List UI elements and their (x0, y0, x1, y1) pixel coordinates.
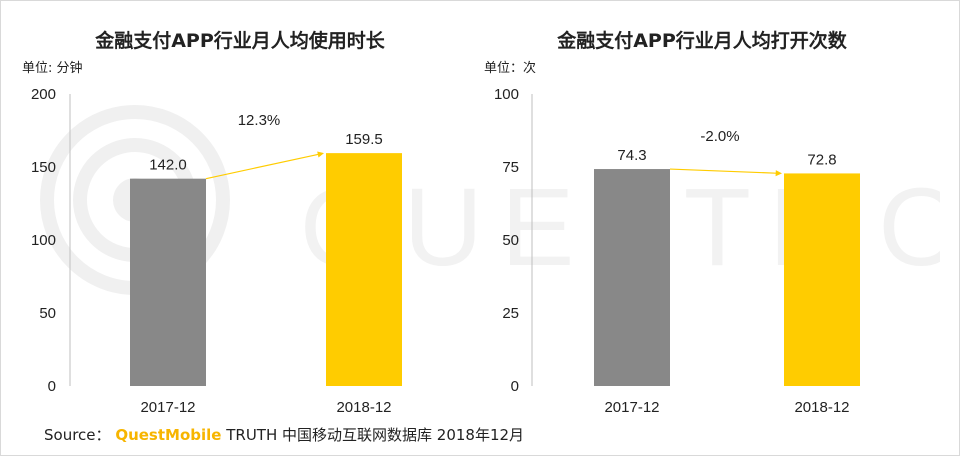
source-prefix: Source： (44, 426, 111, 444)
data-label: 142.0 (149, 157, 187, 174)
source-note: Source： QuestMobile TRUTH 中国移动互联网数据库 201… (44, 424, 524, 445)
bar-2017-12 (594, 169, 670, 386)
unit-label: 单位：次 (484, 60, 536, 76)
y-tick-label: 75 (502, 159, 519, 176)
change-arrow-head (775, 170, 782, 177)
source-brand: QuestMobile (115, 426, 222, 444)
chart-right: 金融支付APP行业月人均打开次数 单位：次 0 25 50 75 100 74.3 201… (484, 29, 860, 416)
y-tick-label: 25 (502, 305, 519, 322)
bar-2018-12 (784, 173, 860, 386)
chart-title: 金融支付APP行业月人均打开次数 (556, 29, 848, 52)
data-label: 72.8 (807, 151, 836, 168)
chart-left: 金融支付APP行业月人均使用时长 单位: 分钟 0 50 100 150 200 142… (22, 29, 402, 416)
source-rest: TRUTH 中国移动互联网数据库 2018年12月 (226, 426, 525, 444)
y-tick-label: 100 (31, 232, 56, 249)
bar-2017-12 (130, 178, 206, 386)
data-label: 159.5 (345, 131, 383, 148)
change-arrow-head (317, 151, 324, 158)
y-tick-label: 150 (31, 159, 56, 176)
y-tick-label: 0 (48, 378, 56, 395)
y-tick-label: 50 (502, 232, 519, 249)
bar-2018-12 (326, 153, 402, 386)
change-label: 12.3% (238, 112, 281, 129)
x-category-label: 2017-12 (140, 399, 195, 416)
change-label: -2.0% (700, 128, 739, 145)
y-tick-label: 50 (39, 305, 56, 322)
change-arrow-line (205, 153, 319, 180)
x-category-label: 2018-12 (794, 399, 849, 416)
change-arrow-line (669, 168, 777, 174)
unit-label: 单位: 分钟 (22, 60, 83, 76)
y-tick-label: 200 (31, 86, 56, 103)
y-tick-label: 0 (511, 378, 519, 395)
data-label: 74.3 (617, 147, 646, 164)
x-category-label: 2017-12 (604, 399, 659, 416)
chart-title: 金融支付APP行业月人均使用时长 (94, 29, 386, 52)
x-category-label: 2018-12 (336, 399, 391, 416)
y-tick-label: 100 (494, 86, 519, 103)
